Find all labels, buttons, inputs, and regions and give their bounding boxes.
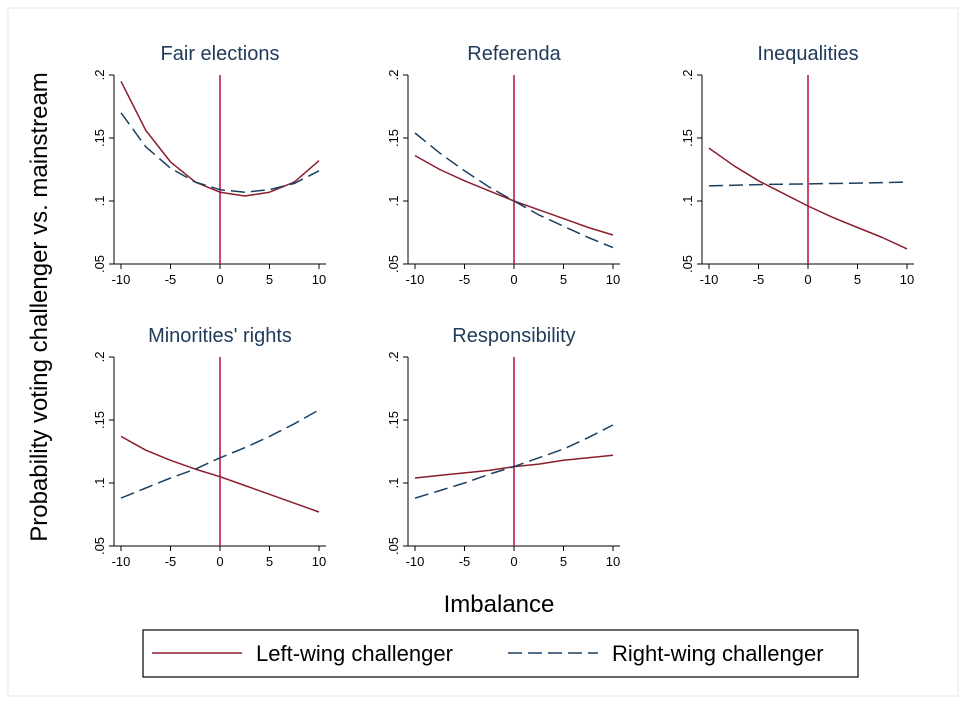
right-wing-series-line bbox=[120, 409, 320, 499]
panel-title: Minorities' rights bbox=[148, 325, 292, 347]
y-tick-label: .05 bbox=[386, 255, 401, 273]
x-tick-label: 5 bbox=[560, 554, 567, 569]
x-tick-label: -5 bbox=[753, 272, 765, 287]
y-tick-label: .2 bbox=[680, 70, 695, 81]
x-tick-label: 10 bbox=[900, 272, 914, 287]
panel-referenda: Referenda .05 .1 .15 .2 -10 -5 0 5 10 bbox=[386, 43, 620, 287]
y-tick-label: .05 bbox=[680, 255, 695, 273]
right-wing-series-line bbox=[414, 424, 614, 499]
x-axis-title: Imbalance bbox=[444, 591, 555, 618]
y-tick-label: .1 bbox=[386, 478, 401, 489]
panel-title: Responsibility bbox=[452, 325, 575, 347]
right-wing-series-line bbox=[414, 132, 614, 249]
x-tick-label: -5 bbox=[165, 554, 177, 569]
y-tick-label: .2 bbox=[92, 352, 107, 363]
x-tick-label: 0 bbox=[216, 554, 223, 569]
y-tick-label: .15 bbox=[680, 129, 695, 147]
panel-minorities-rights: Minorities' rights .05 .1 .15 .2 -10 -5 0 5 10 bbox=[92, 325, 326, 569]
panel-title: Inequalities bbox=[757, 43, 858, 65]
x-tick-label: 10 bbox=[606, 272, 620, 287]
y-tick-label: .15 bbox=[386, 129, 401, 147]
left-wing-series-line bbox=[120, 435, 320, 513]
x-tick-label: -10 bbox=[112, 272, 131, 287]
y-tick-label: .1 bbox=[92, 478, 107, 489]
right-wing-series-line bbox=[120, 112, 320, 193]
x-tick-label: 10 bbox=[312, 272, 326, 287]
y-tick-label: .05 bbox=[92, 255, 107, 273]
x-tick-label: -5 bbox=[165, 272, 177, 287]
left-wing-series-line bbox=[708, 147, 908, 250]
x-tick-label: 10 bbox=[312, 554, 326, 569]
x-tick-label: 5 bbox=[854, 272, 861, 287]
y-tick-label: .1 bbox=[386, 196, 401, 207]
x-tick-label: 10 bbox=[606, 554, 620, 569]
panel-title: Fair elections bbox=[161, 43, 280, 65]
x-tick-label: 0 bbox=[510, 272, 517, 287]
y-tick-label: .15 bbox=[92, 411, 107, 429]
panel-fair-elections: Fair elections .05 .1 .15 .2 -10 -5 0 5 10 bbox=[92, 43, 326, 287]
x-tick-label: -10 bbox=[700, 272, 719, 287]
panel-inequalities: Inequalities .05 .1 .15 .2 -10 -5 0 5 10 bbox=[680, 43, 914, 287]
y-tick-label: .2 bbox=[386, 352, 401, 363]
x-tick-label: -10 bbox=[112, 554, 131, 569]
panel-responsibility: Responsibility .05 .1 .15 .2 -10 -5 0 5 10 bbox=[386, 325, 620, 569]
y-tick-label: .2 bbox=[386, 70, 401, 81]
y-tick-label: .05 bbox=[386, 537, 401, 555]
panels-group: Fair elections.05.1.15.2-10 -5 0 5 10Referen… bbox=[92, 43, 914, 569]
x-tick-label: 5 bbox=[266, 554, 273, 569]
legend-left-wing-label: Left-wing challenger bbox=[256, 641, 453, 666]
x-tick-label: 0 bbox=[510, 554, 517, 569]
left-wing-series-line bbox=[120, 80, 320, 197]
legend: Left-wing challenger Right-wing challeng… bbox=[142, 629, 859, 678]
y-tick-label: .2 bbox=[92, 70, 107, 81]
right-wing-series-line bbox=[708, 181, 908, 187]
x-tick-label: 0 bbox=[216, 272, 223, 287]
x-tick-label: -5 bbox=[459, 272, 471, 287]
panel-title: Referenda bbox=[467, 43, 561, 65]
y-tick-label: .05 bbox=[92, 537, 107, 555]
x-tick-label: 5 bbox=[266, 272, 273, 287]
x-tick-label: -10 bbox=[406, 554, 425, 569]
y-tick-label: .1 bbox=[680, 196, 695, 207]
y-tick-label: .15 bbox=[386, 411, 401, 429]
x-tick-label: 0 bbox=[804, 272, 811, 287]
legend-box bbox=[142, 629, 859, 678]
y-tick-label: .15 bbox=[92, 129, 107, 147]
y-axis-title: Probability voting challenger vs. mainst… bbox=[26, 72, 53, 542]
y-tick-label: .1 bbox=[92, 196, 107, 207]
x-tick-label: 5 bbox=[560, 272, 567, 287]
x-tick-label: -10 bbox=[406, 272, 425, 287]
legend-right-wing-label: Right-wing challenger bbox=[612, 641, 824, 666]
x-tick-label: -5 bbox=[459, 554, 471, 569]
figure-background bbox=[7, 7, 959, 697]
